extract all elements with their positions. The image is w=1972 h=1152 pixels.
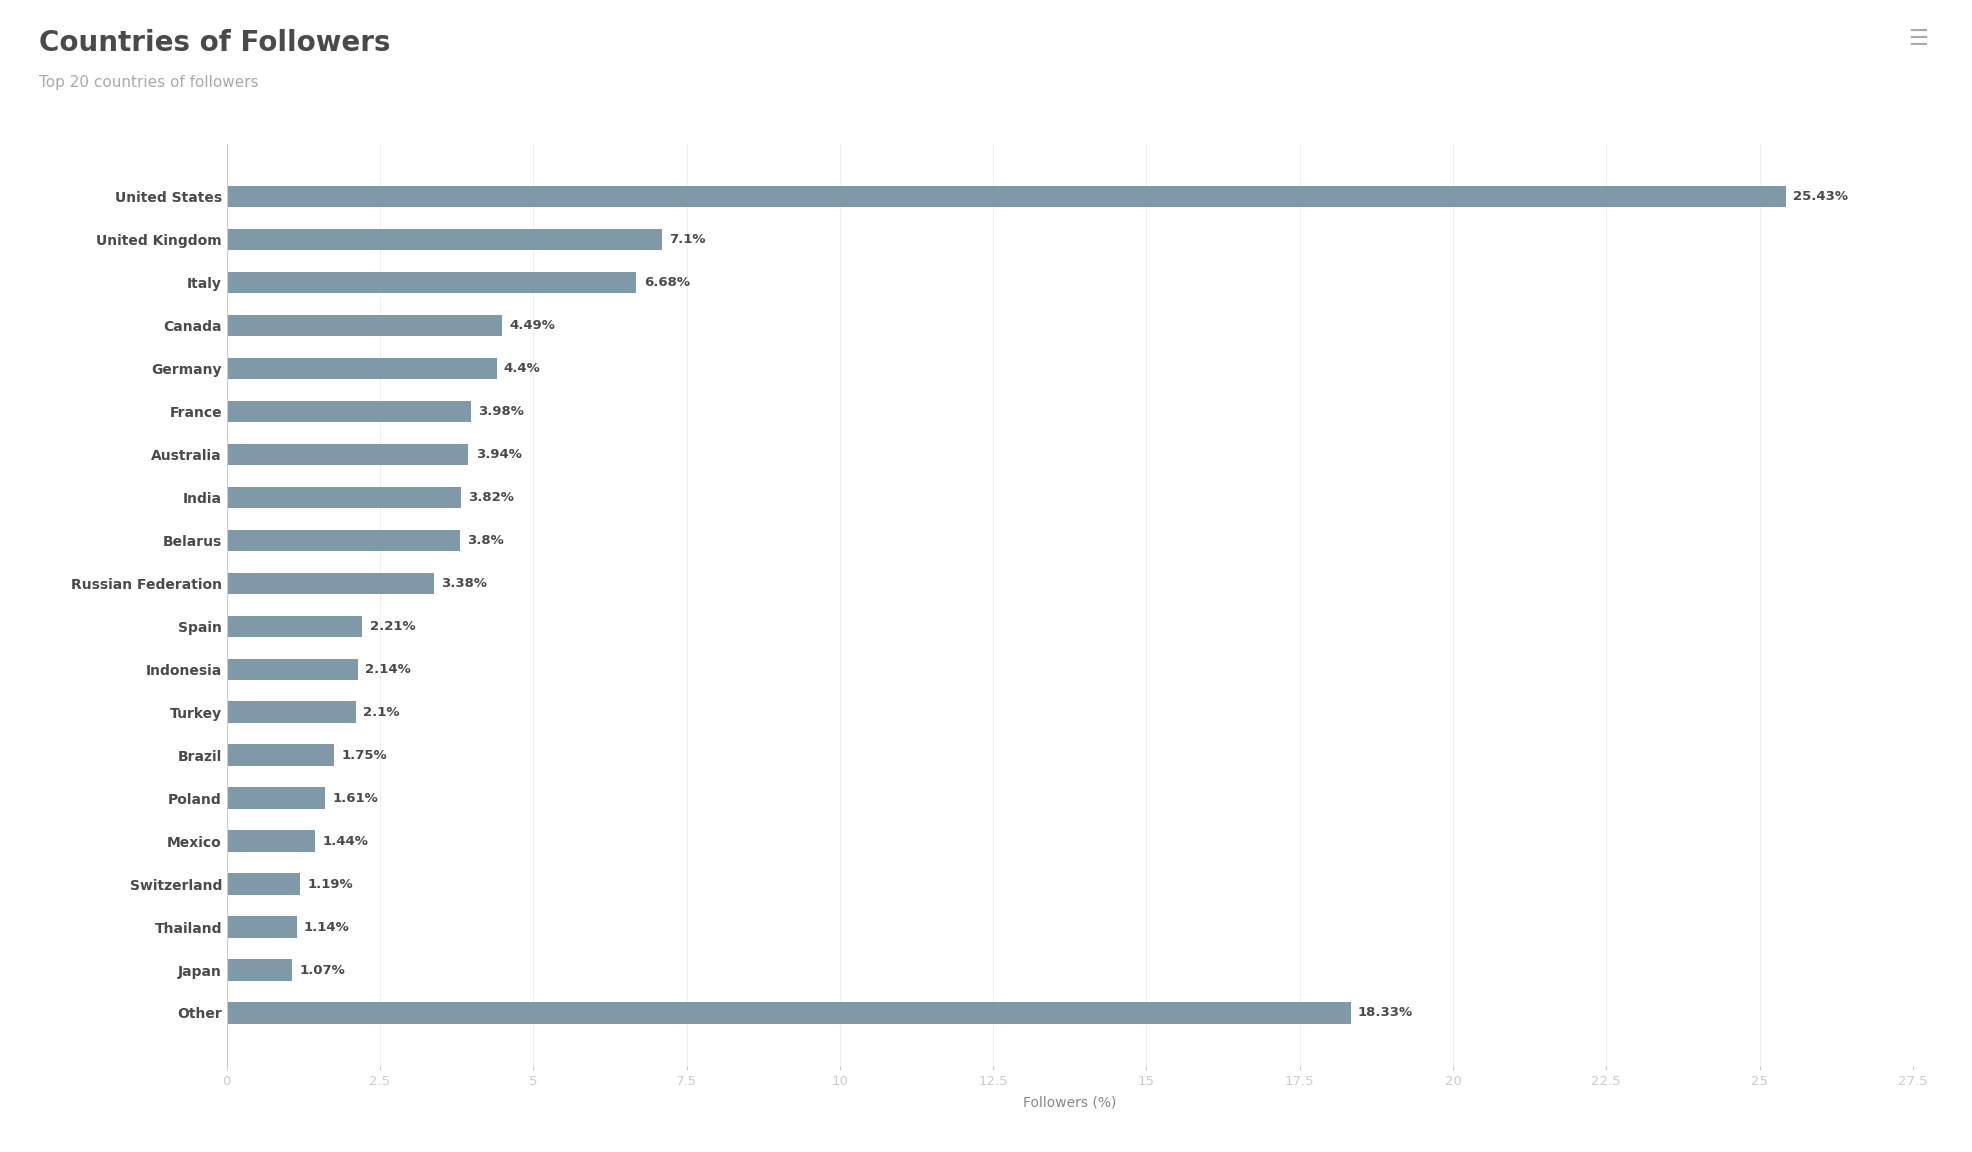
Text: 1.14%: 1.14%	[304, 920, 349, 933]
Bar	[227, 314, 503, 336]
Bar	[227, 486, 461, 508]
Text: 2.21%: 2.21%	[369, 620, 416, 632]
Bar	[227, 873, 300, 895]
Bar	[227, 401, 471, 422]
Text: 2.14%: 2.14%	[365, 662, 410, 676]
Bar	[227, 960, 292, 980]
Bar	[227, 744, 333, 766]
Text: 4.4%: 4.4%	[505, 362, 540, 376]
Bar	[227, 229, 663, 250]
Text: 3.94%: 3.94%	[475, 448, 521, 461]
Bar	[227, 659, 359, 680]
Text: 1.61%: 1.61%	[333, 791, 379, 804]
X-axis label: Followers (%): Followers (%)	[1023, 1096, 1116, 1111]
Text: 3.38%: 3.38%	[442, 577, 487, 590]
Text: 1.07%: 1.07%	[300, 963, 345, 977]
Text: 1.75%: 1.75%	[341, 749, 387, 761]
Bar	[227, 272, 637, 294]
Text: 3.8%: 3.8%	[467, 533, 505, 547]
Bar	[227, 615, 363, 637]
Bar	[227, 916, 296, 938]
Bar	[227, 1002, 1351, 1024]
Bar	[227, 702, 355, 723]
Bar	[227, 444, 467, 465]
Text: 3.98%: 3.98%	[477, 406, 525, 418]
Text: Countries of Followers: Countries of Followers	[39, 29, 390, 56]
Text: 3.82%: 3.82%	[467, 491, 515, 503]
Text: 6.68%: 6.68%	[643, 276, 690, 289]
Text: 1.44%: 1.44%	[323, 834, 369, 848]
Bar	[227, 788, 325, 809]
Bar	[227, 530, 459, 551]
Bar	[227, 831, 316, 851]
Text: 1.19%: 1.19%	[308, 878, 353, 890]
Bar	[227, 573, 434, 594]
Text: 18.33%: 18.33%	[1359, 1007, 1414, 1020]
Bar	[227, 185, 1787, 207]
Text: Top 20 countries of followers: Top 20 countries of followers	[39, 75, 258, 90]
Text: ☰: ☰	[1909, 29, 1929, 48]
Text: 7.1%: 7.1%	[669, 233, 706, 247]
Text: 25.43%: 25.43%	[1793, 190, 1848, 203]
Text: 2.1%: 2.1%	[363, 706, 400, 719]
Text: 4.49%: 4.49%	[509, 319, 556, 332]
Bar	[227, 358, 497, 379]
